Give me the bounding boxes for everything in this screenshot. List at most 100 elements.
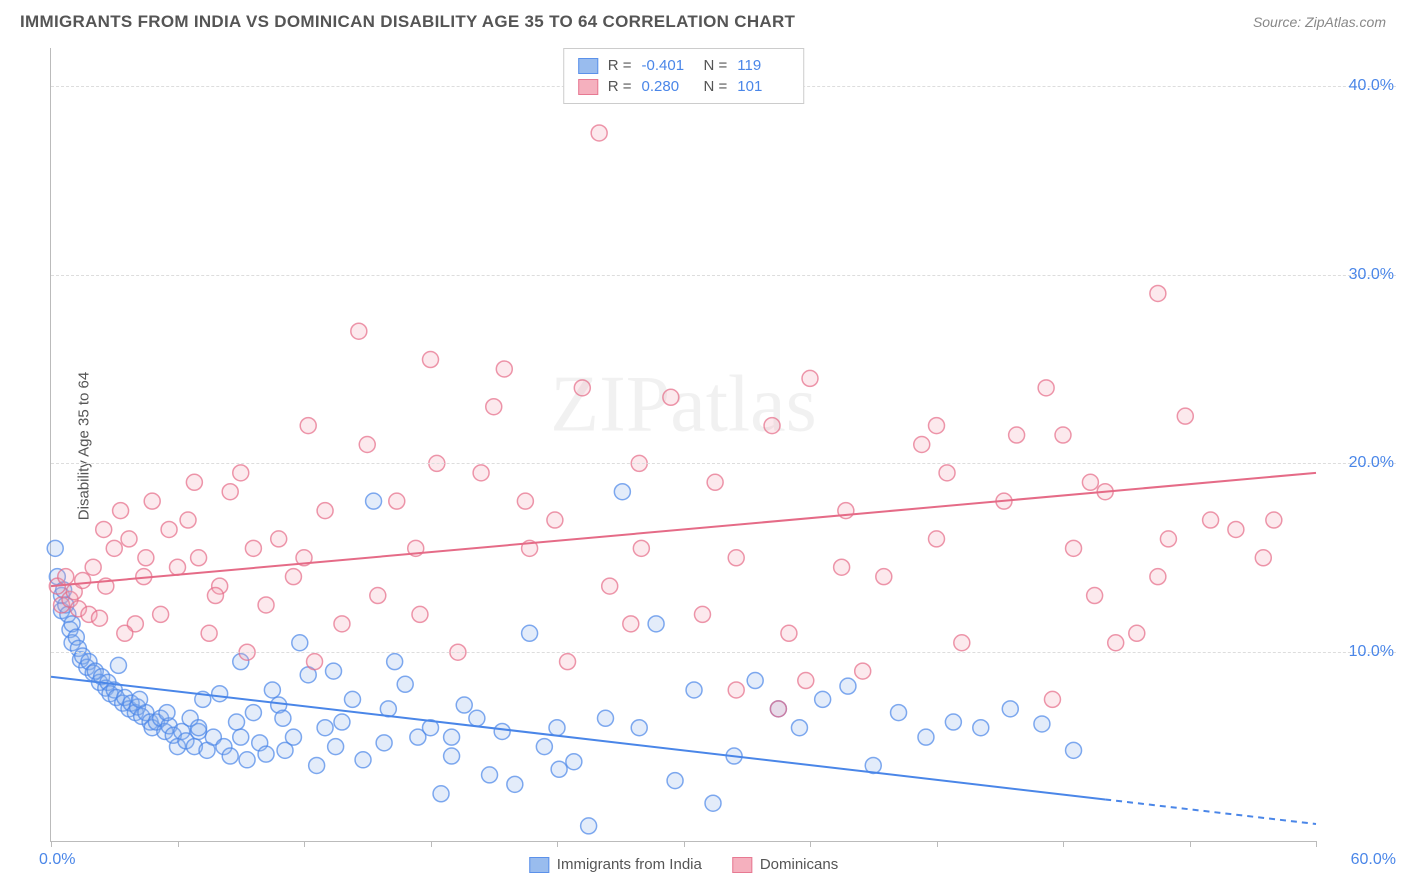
- scatter-point: [802, 370, 818, 386]
- scatter-point: [547, 512, 563, 528]
- scatter-point: [144, 493, 160, 509]
- n-value-india: 119: [737, 57, 789, 74]
- scatter-point: [300, 418, 316, 434]
- scatter-point: [791, 720, 807, 736]
- x-tick: [1190, 841, 1191, 847]
- scatter-point: [222, 748, 238, 764]
- scatter-point: [444, 729, 460, 745]
- scatter-point: [351, 323, 367, 339]
- x-tick: [1316, 841, 1317, 847]
- gridline: [51, 275, 1396, 276]
- scatter-point: [473, 465, 489, 481]
- scatter-point: [1150, 569, 1166, 585]
- scatter-point: [376, 735, 392, 751]
- scatter-point: [747, 673, 763, 689]
- gridline: [51, 652, 1396, 653]
- scatter-point: [840, 678, 856, 694]
- scatter-point: [891, 705, 907, 721]
- scatter-point: [1034, 716, 1050, 732]
- x-tick: [51, 841, 52, 847]
- scatter-point: [1044, 691, 1060, 707]
- source-attribution: Source: ZipAtlas.com: [1253, 14, 1386, 30]
- scatter-point: [1228, 521, 1244, 537]
- scatter-point: [433, 786, 449, 802]
- scatter-point: [106, 540, 122, 556]
- scatter-point: [132, 691, 148, 707]
- scatter-point: [876, 569, 892, 585]
- scatter-point: [770, 701, 786, 717]
- y-tick-label: 10.0%: [1349, 643, 1394, 661]
- scatter-point: [423, 352, 439, 368]
- x-tick: [937, 841, 938, 847]
- x-max-label: 60.0%: [1351, 851, 1396, 869]
- x-tick: [178, 841, 179, 847]
- chart-title: IMMIGRANTS FROM INDIA VS DOMINICAN DISAB…: [20, 12, 795, 32]
- scatter-point: [494, 723, 510, 739]
- legend-label-india: Immigrants from India: [557, 856, 702, 873]
- scatter-point: [370, 588, 386, 604]
- scatter-point: [309, 757, 325, 773]
- scatter-point: [623, 616, 639, 632]
- scatter-point: [355, 752, 371, 768]
- scatter-point: [191, 720, 207, 736]
- scatter-point: [469, 710, 485, 726]
- scatter-point: [397, 676, 413, 692]
- scatter-point: [456, 697, 472, 713]
- scatter-point: [328, 739, 344, 755]
- legend-row-dominican: R = 0.280 N = 101: [578, 76, 790, 97]
- scatter-point: [186, 474, 202, 490]
- scatter-point: [1082, 474, 1098, 490]
- scatter-point: [121, 531, 137, 547]
- chart-area: ZIPatlas R = -0.401 N = 119 R = 0.280 N …: [50, 48, 1316, 842]
- y-tick-label: 40.0%: [1349, 77, 1394, 95]
- scatter-point: [47, 540, 63, 556]
- legend-bottom: Immigrants from India Dominicans: [529, 856, 838, 873]
- scatter-point: [728, 550, 744, 566]
- scatter-point: [1066, 742, 1082, 758]
- scatter-point: [191, 550, 207, 566]
- scatter-point: [648, 616, 664, 632]
- scatter-point: [58, 569, 74, 585]
- legend-item-dominican: Dominicans: [732, 856, 838, 873]
- scatter-point: [85, 559, 101, 575]
- scatter-plot: [51, 48, 1316, 841]
- scatter-point: [153, 606, 169, 622]
- scatter-point: [522, 625, 538, 641]
- scatter-point: [117, 625, 133, 641]
- scatter-point: [387, 654, 403, 670]
- scatter-point: [1150, 285, 1166, 301]
- scatter-point: [929, 531, 945, 547]
- scatter-point: [954, 635, 970, 651]
- scatter-point: [667, 773, 683, 789]
- x-tick: [304, 841, 305, 847]
- scatter-point: [444, 748, 460, 764]
- scatter-point: [138, 550, 154, 566]
- scatter-point: [496, 361, 512, 377]
- scatter-point: [764, 418, 780, 434]
- x-tick: [810, 841, 811, 847]
- scatter-point: [517, 493, 533, 509]
- scatter-point: [222, 484, 238, 500]
- scatter-point: [798, 673, 814, 689]
- scatter-point: [326, 663, 342, 679]
- r-value-dominican: 0.280: [642, 78, 694, 95]
- y-tick-label: 20.0%: [1349, 454, 1394, 472]
- scatter-point: [614, 484, 630, 500]
- scatter-point: [317, 503, 333, 519]
- n-value-dominican: 101: [737, 78, 789, 95]
- correlation-legend: R = -0.401 N = 119 R = 0.280 N = 101: [563, 48, 805, 104]
- scatter-point: [245, 705, 261, 721]
- scatter-point: [566, 754, 582, 770]
- scatter-point: [633, 540, 649, 556]
- x-tick: [431, 841, 432, 847]
- scatter-point: [264, 682, 280, 698]
- scatter-point: [1266, 512, 1282, 528]
- scatter-point: [180, 512, 196, 528]
- scatter-point: [161, 521, 177, 537]
- scatter-point: [334, 616, 350, 632]
- scatter-point: [663, 389, 679, 405]
- scatter-point: [170, 559, 186, 575]
- scatter-point: [317, 720, 333, 736]
- header: IMMIGRANTS FROM INDIA VS DOMINICAN DISAB…: [0, 0, 1406, 40]
- scatter-point: [233, 465, 249, 481]
